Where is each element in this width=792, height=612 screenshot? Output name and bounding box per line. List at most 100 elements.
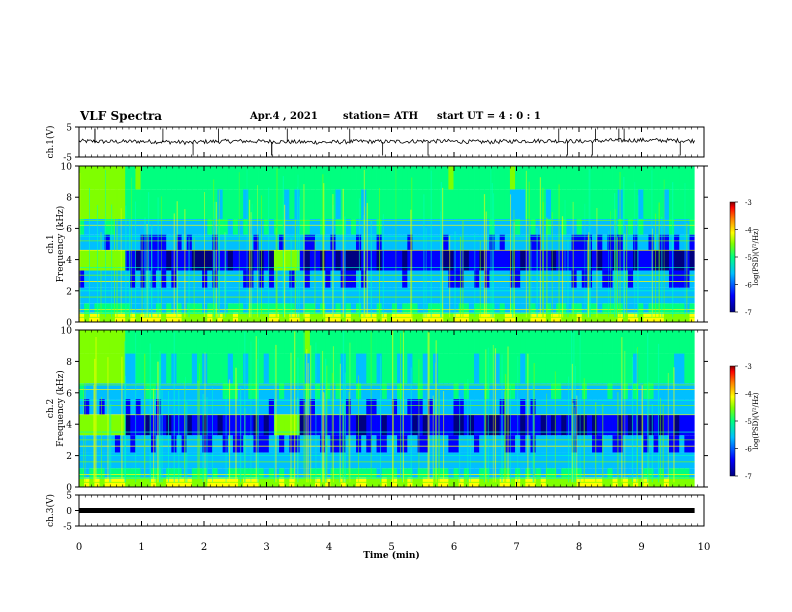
spectrogram-cell xyxy=(607,435,613,453)
spectrogram-cell xyxy=(566,435,572,453)
spectrogram-cell xyxy=(161,468,167,478)
spectrogram-cell xyxy=(345,189,352,220)
spectrogram-cell xyxy=(627,287,634,304)
spectrogram-cell xyxy=(171,189,177,220)
spectrogram-cell xyxy=(304,270,311,288)
spectrogram-cell xyxy=(371,303,377,313)
spectrogram-cell xyxy=(120,414,126,436)
spectrogram-cell xyxy=(627,353,634,384)
spectrogram-cell xyxy=(550,452,557,469)
spectrogram-cell xyxy=(448,287,454,304)
spectrogram-cell xyxy=(109,287,116,304)
spectrogram-cell xyxy=(581,250,588,271)
spectrogram-cell xyxy=(268,468,275,478)
spectrogram-cell xyxy=(663,250,670,271)
spectrogram-cell xyxy=(391,399,398,415)
spectrogram-cell xyxy=(289,330,295,354)
spectrogram-cell xyxy=(120,353,126,384)
spectrogram-cell xyxy=(130,435,136,453)
spectrogram-cell xyxy=(525,219,531,235)
spectrogram-cell xyxy=(648,189,654,220)
spectrogram-cell xyxy=(674,414,680,436)
spectrogram-cell xyxy=(289,303,295,313)
spectrogram-cell xyxy=(371,166,377,190)
spectrogram-cell xyxy=(268,250,275,271)
spectrogram-cell xyxy=(474,399,480,415)
spectrogram-cell xyxy=(443,414,449,436)
spectrogram-cell xyxy=(586,414,593,436)
spectrogram-cell xyxy=(674,383,680,400)
spectrogram-cell xyxy=(304,399,311,415)
spectrogram-cell xyxy=(120,250,126,271)
spectrogram-cell xyxy=(504,287,511,304)
spectrogram-cell xyxy=(196,250,203,271)
spectrogram-cell xyxy=(366,468,372,478)
spectrogram-cell xyxy=(612,189,619,220)
spectrogram-cell xyxy=(314,399,321,415)
spectrogram-cell xyxy=(494,270,501,288)
spectrogram-cell xyxy=(668,383,675,400)
spectrogram-cell xyxy=(417,353,424,384)
spectrogram-cell xyxy=(361,435,367,453)
spectrogram-cell xyxy=(84,330,90,354)
spectrogram-cell xyxy=(576,353,583,384)
spectrogram-cell xyxy=(592,330,598,354)
spectrogram-cell xyxy=(135,468,141,478)
spectrogram-cell xyxy=(443,166,449,190)
spectrogram-cell xyxy=(402,414,408,436)
spectrogram-cell xyxy=(668,287,675,304)
spectrogram-cell xyxy=(340,166,347,190)
spectrogram-cell xyxy=(84,189,90,220)
spectrogram-cell xyxy=(299,270,306,288)
spectrogram-cell xyxy=(689,399,696,415)
spectrogram-cell xyxy=(479,330,485,354)
spectrogram-cell xyxy=(468,303,475,313)
spectrogram-cell xyxy=(463,234,470,251)
spectrogram-cell xyxy=(361,399,367,415)
spectrogram-cell xyxy=(402,250,408,271)
spectrogram-cell xyxy=(335,303,342,313)
spectrogram-cell xyxy=(145,166,152,190)
spectrogram-cell xyxy=(94,189,100,220)
spectrogram-cell xyxy=(438,414,444,436)
spectrogram-cell xyxy=(602,189,608,220)
spectrogram-cell xyxy=(381,468,388,478)
spectrogram-cell xyxy=(545,399,552,415)
spectrogram-cell xyxy=(592,468,598,478)
spectrogram-cell xyxy=(668,219,675,235)
spectrogram-cell xyxy=(345,383,352,400)
spectrogram-cell xyxy=(571,219,578,235)
spectrogram-cell xyxy=(140,303,147,313)
spectrogram-cell xyxy=(150,189,157,220)
spectrogram-cell xyxy=(463,219,470,235)
spectrogram-cell xyxy=(186,435,193,453)
spectrogram-cell xyxy=(79,383,85,400)
spectrogram-cell xyxy=(684,399,690,415)
spectrogram-cell xyxy=(104,414,111,436)
spectrogram-cell xyxy=(448,250,454,271)
spectrogram-cell xyxy=(494,383,501,400)
spectrogram-cell xyxy=(407,270,413,288)
spectrogram-cell xyxy=(581,166,588,190)
spectrogram-cell xyxy=(161,250,167,271)
spectrogram-cell xyxy=(294,452,300,469)
spectrogram-cell xyxy=(530,353,536,384)
colorbar-tick-label: -5 xyxy=(745,418,752,426)
spectrogram-cell xyxy=(135,287,141,304)
spectrogram-cell xyxy=(561,270,567,288)
y-axis-label: Frequency (kHz) xyxy=(55,370,66,447)
spectrogram-cell xyxy=(243,287,249,304)
spectrogram-cell xyxy=(309,234,316,251)
spectrogram-cell xyxy=(202,166,208,190)
spectrogram-cell xyxy=(648,452,654,469)
spectrogram-cell xyxy=(535,414,542,436)
spectrogram-cell xyxy=(99,353,106,384)
spectrogram-cell xyxy=(576,270,583,288)
spectrogram-cell xyxy=(335,234,342,251)
spectrogram-cell xyxy=(561,414,567,436)
spectrogram-cell xyxy=(222,414,229,436)
spectrogram-cell xyxy=(648,435,654,453)
spectrogram-cell xyxy=(243,452,249,469)
spectrogram-cell xyxy=(550,399,557,415)
spectrogram-cell xyxy=(186,452,193,469)
